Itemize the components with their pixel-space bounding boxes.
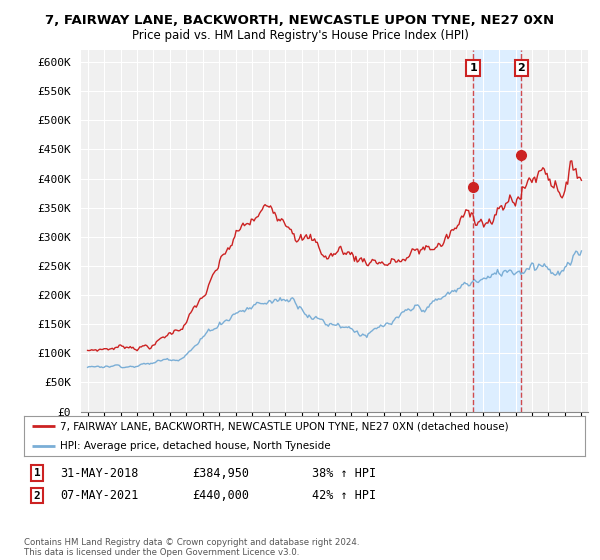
Text: 07-MAY-2021: 07-MAY-2021 <box>60 489 139 502</box>
Text: 31-MAY-2018: 31-MAY-2018 <box>60 466 139 480</box>
Text: Contains HM Land Registry data © Crown copyright and database right 2024.
This d: Contains HM Land Registry data © Crown c… <box>24 538 359 557</box>
Text: 1: 1 <box>469 63 477 73</box>
Text: 38% ↑ HPI: 38% ↑ HPI <box>312 466 376 480</box>
Text: 1: 1 <box>34 468 41 478</box>
Text: £384,950: £384,950 <box>192 466 249 480</box>
Bar <box>473 50 521 412</box>
Text: 7, FAIRWAY LANE, BACKWORTH, NEWCASTLE UPON TYNE, NE27 0XN: 7, FAIRWAY LANE, BACKWORTH, NEWCASTLE UP… <box>46 14 554 27</box>
Text: 2: 2 <box>34 491 41 501</box>
Text: 2: 2 <box>517 63 525 73</box>
Text: 42% ↑ HPI: 42% ↑ HPI <box>312 489 376 502</box>
Text: HPI: Average price, detached house, North Tyneside: HPI: Average price, detached house, Nort… <box>61 441 331 451</box>
Text: £440,000: £440,000 <box>192 489 249 502</box>
Text: 7, FAIRWAY LANE, BACKWORTH, NEWCASTLE UPON TYNE, NE27 0XN (detached house): 7, FAIRWAY LANE, BACKWORTH, NEWCASTLE UP… <box>61 421 509 431</box>
Text: Price paid vs. HM Land Registry's House Price Index (HPI): Price paid vs. HM Land Registry's House … <box>131 29 469 42</box>
